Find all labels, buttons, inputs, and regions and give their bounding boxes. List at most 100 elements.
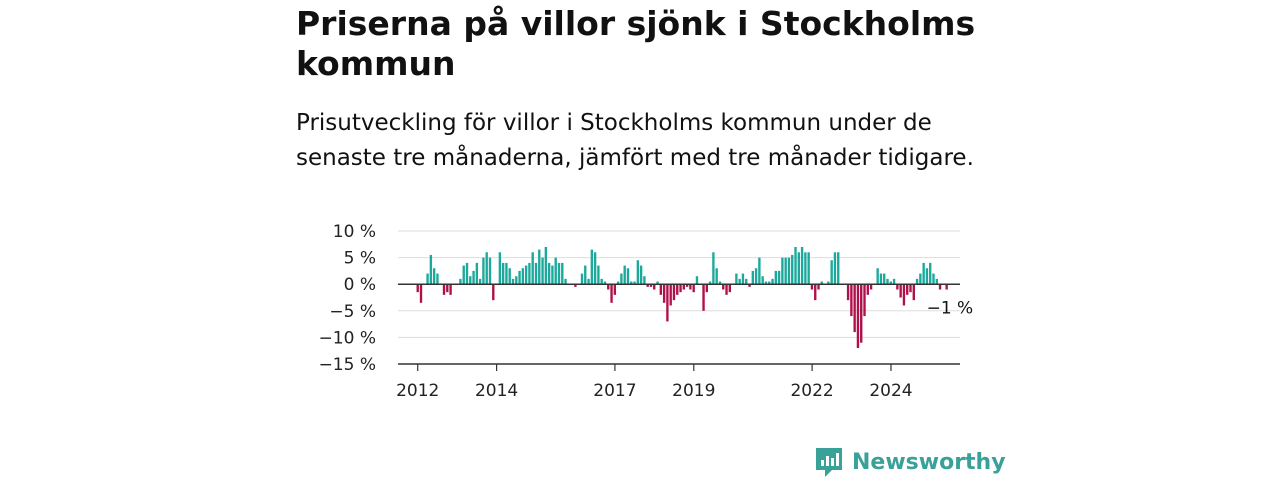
bar bbox=[846, 284, 850, 301]
bar bbox=[695, 276, 699, 285]
bar bbox=[682, 284, 686, 290]
bar bbox=[442, 284, 446, 295]
bar bbox=[528, 262, 531, 285]
bar bbox=[574, 284, 577, 287]
bar bbox=[896, 284, 899, 290]
bar bbox=[735, 273, 738, 285]
bar bbox=[610, 284, 613, 303]
bar bbox=[653, 284, 656, 290]
bar bbox=[669, 284, 672, 306]
bar bbox=[541, 257, 544, 285]
bar bbox=[475, 262, 479, 285]
bar bbox=[626, 268, 630, 285]
bar bbox=[791, 254, 794, 285]
bar bbox=[745, 278, 748, 285]
x-tick-label: 2024 bbox=[869, 381, 912, 401]
bar bbox=[593, 252, 597, 285]
bar bbox=[656, 281, 659, 285]
last-value-annotation: −1 % bbox=[927, 299, 974, 319]
bar bbox=[945, 284, 948, 290]
bar bbox=[794, 246, 797, 285]
bar bbox=[478, 278, 482, 285]
bar bbox=[889, 281, 892, 285]
chart-card: Priserna på villor sjönk i Stockholms ko… bbox=[296, 0, 1006, 480]
bar bbox=[432, 268, 436, 285]
bar bbox=[465, 262, 469, 285]
bar bbox=[547, 262, 551, 285]
bar bbox=[584, 265, 587, 285]
x-tick-label: 2012 bbox=[396, 381, 439, 401]
bar bbox=[551, 265, 554, 285]
y-tick-label: −5 % bbox=[329, 302, 376, 322]
bar bbox=[883, 273, 886, 285]
bar bbox=[856, 284, 860, 349]
bar bbox=[738, 278, 741, 285]
bar bbox=[416, 284, 419, 293]
bar bbox=[850, 284, 853, 317]
y-tick-labels: 10 % 5 % 0 % −5 % −10 % −15 % bbox=[319, 222, 376, 375]
bar bbox=[436, 273, 439, 285]
bar bbox=[784, 257, 787, 285]
bar bbox=[587, 278, 590, 285]
bar bbox=[676, 284, 679, 295]
bar bbox=[607, 284, 610, 290]
bar bbox=[932, 273, 935, 285]
bar bbox=[915, 278, 919, 285]
y-tick-label: −10 % bbox=[319, 328, 376, 348]
bar bbox=[764, 281, 768, 285]
bar bbox=[814, 284, 817, 301]
bar bbox=[639, 265, 643, 285]
bar bbox=[702, 284, 705, 311]
bar bbox=[768, 281, 771, 285]
chart-subtitle: Prisutveckling för villor i Stockholms k… bbox=[296, 110, 974, 171]
bar bbox=[544, 246, 548, 285]
bar bbox=[886, 278, 889, 285]
bar bbox=[748, 284, 751, 287]
bar bbox=[446, 284, 449, 293]
bar bbox=[718, 281, 722, 285]
bar bbox=[616, 281, 620, 285]
bar bbox=[879, 273, 883, 285]
bar bbox=[554, 257, 557, 285]
bar bbox=[712, 252, 715, 285]
bar bbox=[603, 281, 607, 285]
bar bbox=[853, 284, 856, 333]
bar bbox=[630, 281, 633, 285]
bar bbox=[800, 246, 804, 285]
bar bbox=[600, 278, 603, 285]
bar bbox=[833, 252, 837, 285]
bar bbox=[485, 252, 488, 285]
bar bbox=[777, 270, 781, 285]
bar bbox=[685, 284, 689, 287]
bar bbox=[472, 270, 475, 285]
x-tick-labels: 2012 2014 2017 2019 2022 2024 bbox=[396, 364, 913, 401]
bar bbox=[866, 284, 869, 295]
bar bbox=[498, 252, 502, 285]
bar bbox=[557, 262, 561, 285]
chart-title: Priserna på villor sjönk i Stockholms ko… bbox=[296, 4, 976, 83]
bar bbox=[469, 276, 472, 285]
bar bbox=[679, 284, 682, 293]
y-tick-label: 5 % bbox=[344, 249, 376, 269]
bar bbox=[774, 270, 777, 285]
bar bbox=[419, 284, 423, 303]
bar bbox=[902, 284, 906, 306]
bar bbox=[462, 265, 465, 285]
bar bbox=[787, 257, 791, 285]
x-tick-label: 2022 bbox=[790, 381, 833, 401]
bar bbox=[482, 257, 485, 285]
bar bbox=[534, 262, 538, 285]
bar bbox=[689, 284, 692, 290]
bar bbox=[827, 281, 830, 285]
brand-name: Newsworthy bbox=[852, 449, 1006, 475]
x-tick-label: 2019 bbox=[672, 381, 715, 401]
bar bbox=[728, 284, 731, 293]
newsworthy-logo: Newsworthy bbox=[814, 446, 1006, 478]
bar bbox=[561, 262, 564, 285]
bar bbox=[922, 262, 925, 285]
bar bbox=[892, 278, 896, 285]
y-tick-label: −15 % bbox=[319, 355, 376, 375]
bar bbox=[751, 270, 754, 285]
bar bbox=[860, 284, 863, 343]
bar bbox=[758, 257, 761, 285]
